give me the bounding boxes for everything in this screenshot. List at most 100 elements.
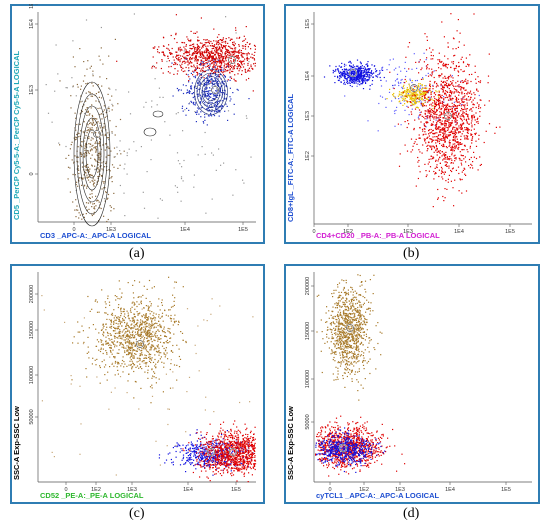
scatter-point — [458, 41, 460, 43]
scatter-point — [406, 96, 408, 98]
scatter-point — [457, 141, 459, 143]
scatter-point — [438, 128, 440, 130]
scatter-point — [239, 65, 241, 68]
scatter-point — [229, 96, 231, 98]
scatter-point — [196, 60, 198, 62]
scatter-point — [421, 95, 423, 97]
scatter-point — [401, 97, 403, 99]
scatter-point — [117, 361, 120, 364]
scatter-point — [100, 165, 102, 167]
scatter-point — [180, 65, 182, 67]
scatter-point — [103, 182, 105, 184]
scatter-point — [470, 163, 472, 165]
scatter-point — [247, 62, 249, 65]
scatter-point — [467, 132, 469, 134]
scatter-point — [445, 117, 447, 119]
scatter-point — [244, 69, 246, 71]
scatter-point — [76, 205, 78, 207]
scatter-point — [57, 73, 59, 75]
scatter-point — [217, 61, 219, 63]
scatter-point — [460, 88, 462, 90]
scatter-point — [87, 295, 89, 298]
scatter-point — [211, 62, 213, 64]
scatter-point — [443, 96, 445, 98]
scatter-point — [424, 128, 426, 130]
scatter-point — [413, 100, 415, 102]
scatter-point — [359, 72, 361, 74]
scatter-point — [210, 81, 212, 83]
scatter-point — [410, 104, 412, 107]
scatter-point — [393, 87, 395, 90]
scatter-point — [227, 119, 229, 121]
scatter-point — [464, 95, 466, 97]
scatter-point — [413, 129, 415, 131]
scatter-point — [111, 312, 113, 314]
scatter-point — [94, 123, 96, 125]
scatter-point — [429, 74, 431, 76]
scatter-point — [197, 59, 199, 61]
scatter-point — [422, 93, 424, 95]
scatter-point — [435, 105, 437, 107]
scatter-point — [104, 149, 106, 151]
scatter-point — [454, 54, 456, 56]
scatter-point — [352, 70, 355, 72]
scatter-point — [148, 316, 150, 318]
scatter-point — [466, 83, 468, 85]
scatter-point — [446, 137, 448, 139]
scatter-point — [202, 64, 204, 66]
scatter-point — [141, 320, 143, 322]
scatter-point — [136, 301, 138, 303]
scatter-point — [143, 357, 145, 359]
scatter-point — [423, 138, 425, 140]
scatter-point — [205, 59, 207, 61]
scatter-point — [431, 141, 433, 143]
scatter-point — [411, 93, 413, 95]
scatter-point — [130, 308, 132, 310]
scatter-point — [421, 84, 423, 86]
scatter-point — [106, 331, 109, 333]
scatter-point — [88, 136, 90, 138]
contour-line — [85, 129, 99, 179]
scatter-point — [411, 87, 413, 89]
scatter-point — [148, 332, 150, 334]
scatter-point — [366, 80, 368, 82]
scatter-point — [217, 60, 219, 62]
scatter-point — [205, 51, 207, 53]
scatter-point — [410, 151, 412, 153]
scatter-point — [98, 157, 100, 159]
scatter-point — [471, 73, 473, 75]
scatter-point — [177, 55, 179, 57]
scatter-point — [461, 133, 463, 135]
scatter-point — [451, 131, 453, 133]
scatter-point — [360, 69, 362, 71]
scatter-point — [146, 340, 149, 342]
scatter-point — [435, 117, 437, 119]
scatter-point — [195, 67, 197, 69]
scatter-point — [133, 343, 135, 345]
scatter-point — [218, 148, 220, 150]
scatter-point — [465, 118, 468, 120]
scatter-point — [112, 342, 114, 344]
scatter-point — [83, 61, 85, 63]
scatter-point — [413, 94, 415, 96]
scatter-point — [190, 44, 192, 46]
scatter-point — [448, 165, 450, 167]
scatter-point — [455, 91, 457, 93]
scatter-point — [471, 110, 473, 112]
scatter-point — [210, 103, 212, 106]
scatter-point — [460, 58, 462, 60]
scatter-point — [81, 325, 83, 327]
scatter-point — [198, 56, 200, 58]
scatter-point — [456, 122, 458, 124]
scatter-point — [149, 356, 151, 358]
scatter-point — [361, 71, 363, 73]
scatter-point — [193, 50, 196, 52]
scatter-point — [146, 332, 148, 334]
scatter-point — [446, 147, 448, 149]
scatter-point — [88, 169, 90, 171]
scatter-point — [459, 117, 461, 119]
scatter-point — [213, 80, 215, 83]
scatter-point — [435, 159, 437, 161]
scatter-point — [91, 104, 93, 106]
scatter-point — [88, 143, 90, 145]
